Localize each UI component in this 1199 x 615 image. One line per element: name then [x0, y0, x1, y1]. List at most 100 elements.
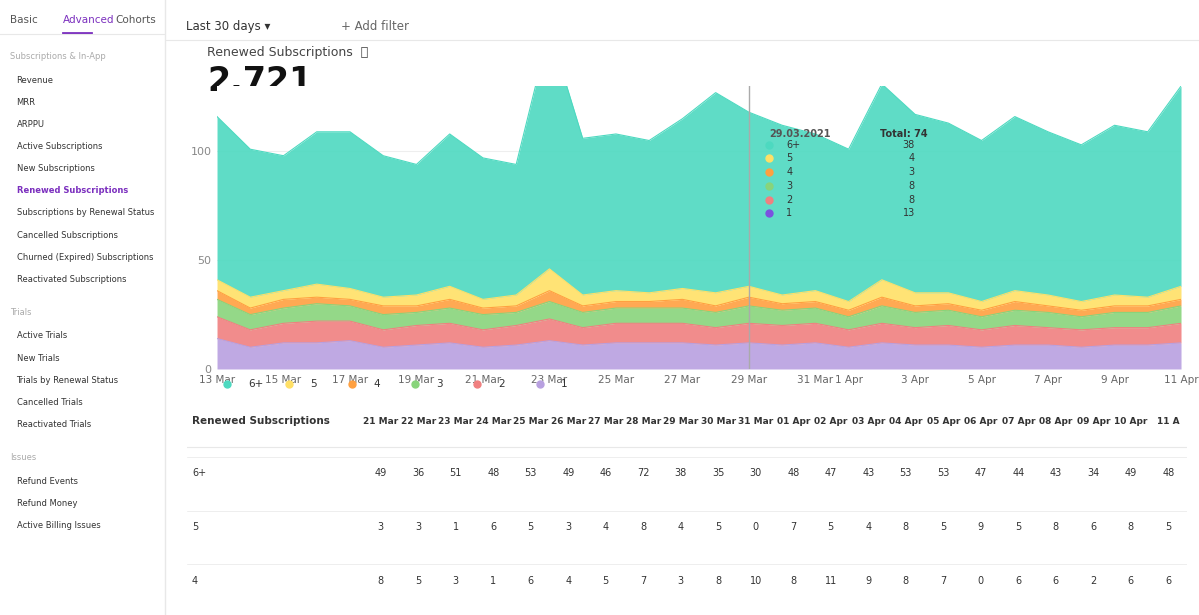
Text: 5: 5 [827, 522, 833, 532]
Text: Cancelled Subscriptions: Cancelled Subscriptions [17, 231, 118, 240]
Text: 21 Mar: 21 Mar [363, 417, 398, 426]
Text: 6+: 6+ [248, 379, 263, 389]
Text: 47: 47 [975, 468, 987, 478]
Text: 3: 3 [677, 576, 683, 585]
Text: Cohorts: Cohorts [116, 15, 157, 25]
Text: Trials: Trials [10, 308, 31, 317]
Text: Active Trials: Active Trials [17, 331, 67, 341]
Text: 5: 5 [940, 522, 946, 532]
Text: 3: 3 [436, 379, 442, 389]
Text: 4: 4 [909, 154, 915, 164]
Text: Renewed Subscriptions: Renewed Subscriptions [192, 416, 330, 426]
Text: 2: 2 [499, 379, 505, 389]
Text: Reactivated Trials: Reactivated Trials [17, 420, 91, 429]
Text: 3: 3 [787, 181, 793, 191]
Text: 30 Mar: 30 Mar [700, 417, 736, 426]
Text: 48: 48 [487, 468, 500, 478]
Text: 44: 44 [1012, 468, 1024, 478]
Text: 2,721: 2,721 [207, 65, 312, 98]
Text: 49: 49 [374, 468, 387, 478]
Text: 5: 5 [415, 576, 421, 585]
Text: 4: 4 [192, 576, 198, 585]
Text: 1: 1 [453, 522, 459, 532]
Text: 09 Apr: 09 Apr [1077, 417, 1110, 426]
Text: 48: 48 [788, 468, 800, 478]
Text: Subscriptions & In-App: Subscriptions & In-App [10, 52, 106, 62]
Text: 4: 4 [603, 522, 609, 532]
Text: Basic: Basic [10, 15, 37, 25]
Text: 13: 13 [903, 208, 915, 218]
Text: 25 Mar: 25 Mar [513, 417, 548, 426]
Text: 49: 49 [562, 468, 574, 478]
Text: MRR: MRR [17, 98, 36, 107]
Text: 6: 6 [1165, 576, 1171, 585]
Text: 29 Mar: 29 Mar [663, 417, 699, 426]
Text: 1: 1 [490, 576, 496, 585]
Text: 0: 0 [753, 522, 759, 532]
Text: 8: 8 [903, 522, 909, 532]
Text: 29.03.2021: 29.03.2021 [769, 129, 830, 138]
Text: 8: 8 [640, 522, 646, 532]
Text: 27 Mar: 27 Mar [588, 417, 623, 426]
Text: Reactivated Subscriptions: Reactivated Subscriptions [17, 275, 126, 284]
Text: 48: 48 [1162, 468, 1174, 478]
Text: Active Subscriptions: Active Subscriptions [17, 142, 102, 151]
Text: New Trials: New Trials [17, 354, 59, 363]
Text: 01 Apr: 01 Apr [777, 417, 811, 426]
Text: 3: 3 [565, 522, 572, 532]
Text: 26 Mar: 26 Mar [550, 417, 586, 426]
Text: 1: 1 [561, 379, 568, 389]
Text: 11 A: 11 A [1157, 417, 1180, 426]
Text: 35: 35 [712, 468, 724, 478]
Text: 72: 72 [637, 468, 650, 478]
Text: 46: 46 [600, 468, 611, 478]
Text: + Add filter: + Add filter [342, 20, 409, 33]
Text: 7: 7 [940, 576, 946, 585]
Text: 38: 38 [675, 468, 687, 478]
Text: 4: 4 [373, 379, 380, 389]
Text: 11: 11 [825, 576, 837, 585]
Text: 7: 7 [790, 522, 796, 532]
Text: Subscriptions by Renewal Status: Subscriptions by Renewal Status [17, 208, 153, 218]
Text: 4: 4 [565, 576, 572, 585]
Text: 49: 49 [1125, 468, 1137, 478]
Text: 8: 8 [909, 194, 915, 205]
Text: 8: 8 [790, 576, 796, 585]
Text: 43: 43 [1049, 468, 1062, 478]
Text: 5: 5 [528, 522, 534, 532]
Text: 6: 6 [528, 576, 534, 585]
Text: 1: 1 [787, 208, 793, 218]
Text: 9: 9 [977, 522, 984, 532]
Text: Issues: Issues [10, 453, 36, 462]
Text: 30: 30 [749, 468, 761, 478]
Text: Last 30 days ▾: Last 30 days ▾ [186, 20, 271, 33]
Text: 53: 53 [938, 468, 950, 478]
Text: 6+: 6+ [787, 140, 800, 150]
Text: 5: 5 [603, 576, 609, 585]
Text: 5: 5 [192, 522, 198, 532]
Text: 0: 0 [977, 576, 984, 585]
Text: 6: 6 [1053, 576, 1059, 585]
Text: 6+: 6+ [192, 468, 206, 478]
Text: 4: 4 [787, 167, 793, 177]
Text: 4: 4 [677, 522, 683, 532]
Text: 47: 47 [825, 468, 837, 478]
Text: 8: 8 [716, 576, 722, 585]
Text: 10: 10 [749, 576, 761, 585]
Text: 07 Apr: 07 Apr [1001, 417, 1035, 426]
Text: Renewed Subscriptions  ⓘ: Renewed Subscriptions ⓘ [207, 46, 368, 59]
Text: 43: 43 [862, 468, 874, 478]
Text: 8: 8 [903, 576, 909, 585]
Text: Active Billing Issues: Active Billing Issues [17, 521, 101, 530]
Text: ARPPU: ARPPU [17, 120, 44, 129]
Text: 38: 38 [903, 140, 915, 150]
Text: 53: 53 [525, 468, 537, 478]
Text: Revenue: Revenue [17, 76, 54, 85]
Text: 8: 8 [909, 181, 915, 191]
Text: 02 Apr: 02 Apr [814, 417, 848, 426]
Text: 53: 53 [899, 468, 912, 478]
Text: 3: 3 [378, 522, 384, 532]
Text: 9: 9 [866, 576, 872, 585]
Text: 04 Apr: 04 Apr [888, 417, 922, 426]
Text: 36: 36 [412, 468, 424, 478]
